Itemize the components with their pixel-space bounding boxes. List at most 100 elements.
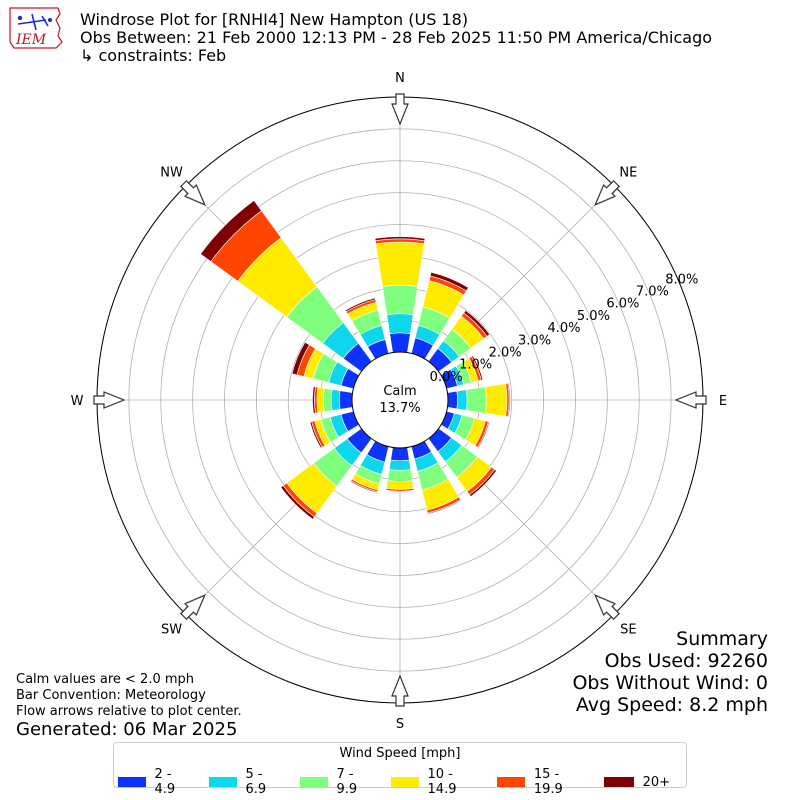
bar-s-bin3 [387, 469, 413, 482]
bar-nw-bin6 [200, 200, 262, 262]
flow-arrow-shape [179, 594, 206, 621]
flow-arrow-shape [93, 391, 126, 409]
legend-item: 7 - 9.9 [299, 767, 375, 797]
bar-e-bin6 [507, 382, 511, 418]
bar-ssw-bin6 [349, 480, 378, 494]
radial-tick-label: 1.0% [459, 358, 492, 373]
legend-swatch [390, 777, 419, 787]
bar-convention-note: Bar Convention: Meteorology [16, 688, 206, 703]
flow-arrow-icon [594, 594, 621, 621]
calm-label: Calm [383, 384, 416, 399]
bar-e-bin3 [465, 386, 487, 414]
bar-w-bin3 [323, 387, 333, 413]
bar-w-bin4 [316, 386, 325, 414]
legend-item: 5 - 6.9 [208, 767, 284, 797]
radial-tick-label: 6.0% [606, 297, 639, 312]
bar-w-bin2 [330, 389, 341, 411]
calm-note: Calm values are < 2.0 mph [16, 672, 195, 687]
flow-arrow-shape [391, 93, 409, 126]
radial-tick-label: 0.0% [430, 370, 463, 385]
radial-tick-label: 4.0% [547, 321, 580, 336]
radial-tick-label: 2.0% [489, 345, 522, 360]
compass-label-n: N [395, 71, 405, 86]
bar-w-bin1 [338, 390, 353, 410]
bar-ese-bin6 [477, 421, 490, 449]
flow-arrow-shape [594, 179, 621, 206]
legend-label: 2 - 4.9 [154, 767, 176, 797]
flow-arrow-icon [179, 179, 206, 206]
compass-label-nw: NW [160, 166, 183, 181]
legend-item: 20+ [603, 767, 671, 797]
legend-label: 10 - 14.9 [427, 767, 457, 797]
obs-used: Obs Used: 92260 [604, 650, 768, 672]
compass-label-e: E [719, 394, 727, 409]
legend-title: Wind Speed [mph] [339, 746, 461, 761]
generated-date: Generated: 06 Mar 2025 [16, 719, 238, 740]
legend-swatch [299, 777, 328, 787]
flow-arrow-shape [179, 179, 206, 206]
svg-text:IEM: IEM [15, 32, 47, 48]
bar-n-bin6 [374, 236, 426, 242]
bar-w-bin6 [312, 386, 316, 414]
avg-speed: Avg Speed: 8.2 mph [575, 694, 768, 716]
legend-swatch [118, 777, 146, 787]
legend-swatch [603, 777, 634, 787]
title-line-2: Obs Between: 21 Feb 2000 12:13 PM - 28 F… [80, 28, 713, 47]
bar-ene-bin6 [471, 355, 484, 381]
legend-items: 2 - 4.9 5 - 6.9 7 - 9.9 10 - 14.9 15 - 19.9 2… [118, 767, 686, 797]
legend-item: 15 - 19.9 [497, 767, 587, 797]
title-line-1: Windrose Plot for [RNHI4] New Hampton (U… [80, 10, 469, 29]
bar-s-bin1 [390, 447, 410, 462]
bar-s-bin4 [385, 480, 415, 490]
bar-wsw-bin6 [309, 421, 323, 449]
chart-title: Windrose Plot for [RNHI4] New Hampton (U… [80, 11, 712, 65]
flow-arrow-shape [674, 391, 707, 409]
flow-arrow-icon [93, 391, 126, 409]
calm-circle [351, 351, 449, 449]
flow-arrow-icon [179, 594, 206, 621]
legend-item: 2 - 4.9 [118, 767, 193, 797]
flow-arrow-icon [391, 93, 409, 126]
flow-arrow-icon [594, 179, 621, 206]
radial-tick-label: 8.0% [665, 272, 698, 287]
bar-s-bin2 [388, 459, 412, 471]
compass-label-s: S [396, 717, 404, 732]
bar-e-bin2 [456, 389, 468, 411]
legend: Wind Speed [mph] 2 - 4.9 5 - 6.9 7 - 9.9 10… [113, 742, 687, 797]
compass-label-w: W [71, 394, 84, 409]
legend-label: 7 - 9.9 [336, 767, 358, 797]
bar-nnw-bin6 [345, 297, 376, 313]
iem-logo: IEM [9, 7, 63, 49]
compass-label-se: SE [620, 622, 636, 637]
bar-wnw-bin6 [291, 341, 310, 376]
obs-without-wind: Obs Without Wind: 0 [572, 672, 768, 694]
legend-swatch [208, 777, 237, 787]
compass-label-sw: SW [161, 622, 182, 637]
flow-arrows-note: Flow arrows relative to plot center. [16, 704, 242, 719]
bar-sw-bin6 [280, 485, 315, 520]
compass-label-ne: NE [619, 166, 637, 181]
legend-label: 20+ [642, 774, 671, 790]
bar-s-bin6 [385, 489, 415, 493]
bar-n-bin4 [375, 241, 425, 287]
flow-arrow-icon [674, 391, 707, 409]
chart-notes: Calm values are < 2.0 mph Bar Convention… [16, 672, 242, 720]
title-line-3: ↳ constraints: Feb [80, 46, 227, 65]
bar-nne-bin6 [429, 271, 469, 292]
legend-label: 5 - 6.9 [245, 767, 267, 797]
radial-tick-label: 5.0% [577, 309, 610, 324]
legend-label: 15 - 19.9 [533, 767, 563, 797]
legend-swatch [497, 777, 525, 787]
summary-panel: Summary Obs Used: 92260 Obs Without Wind… [572, 628, 768, 716]
flow-arrow-shape [391, 674, 409, 707]
bar-n-bin1 [389, 332, 411, 353]
calm-value: 13.7% [379, 401, 420, 416]
bar-n-bin2 [386, 313, 414, 335]
flow-arrow-shape [594, 594, 621, 621]
bar-e-bin1 [447, 390, 458, 410]
bar-e-bin4 [484, 383, 508, 417]
flow-arrow-icon [391, 674, 409, 707]
bar-se-bin6 [468, 468, 498, 498]
radial-tick-label: 7.0% [636, 284, 669, 299]
